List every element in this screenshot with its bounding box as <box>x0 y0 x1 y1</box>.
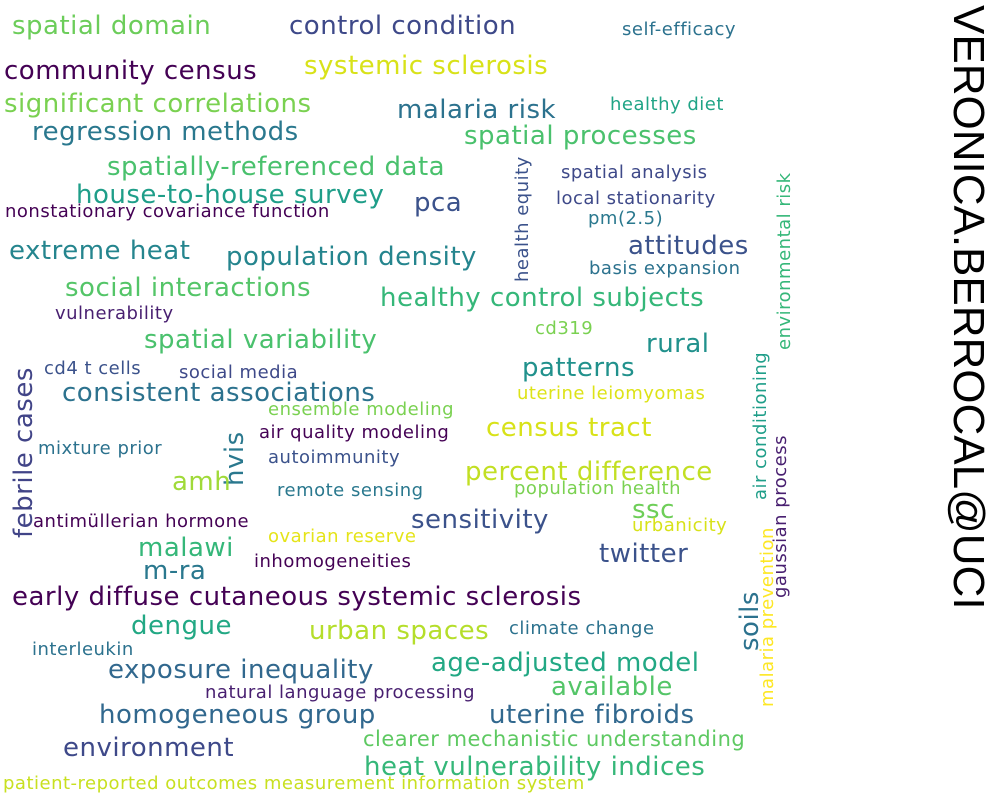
word-mixture-prior: mixture prior <box>38 438 163 459</box>
word-uterine-fibroids: uterine fibroids <box>489 700 695 730</box>
word-spatially-referenced-data: spatially-referenced data <box>107 152 446 182</box>
word-environment: environment <box>63 733 235 763</box>
word-population-health: population health <box>514 478 681 499</box>
word-available: available <box>551 672 673 702</box>
word-attitudes: attitudes <box>628 231 749 261</box>
word-remote-sensing: remote sensing <box>277 480 424 501</box>
word-census-tract: census tract <box>486 413 652 443</box>
word-air-quality-modeling: air quality modeling <box>259 422 450 443</box>
word-environmental-risk: environmental risk <box>774 172 795 350</box>
word-spatial-analysis: spatial analysis <box>561 162 708 183</box>
word-control-condition: control condition <box>289 11 517 41</box>
word-healthy-diet: healthy diet <box>610 94 724 115</box>
word-house-to-house-survey: house-to-house survey <box>76 180 385 210</box>
word-ensemble-modeling: ensemble modeling <box>268 399 455 420</box>
word-patterns: patterns <box>522 353 636 383</box>
word-air-conditioning: air conditioning <box>750 351 771 500</box>
word-rural: rural <box>646 329 710 359</box>
word-clearer-mechanistic-understanding: clearer mechanistic understanding <box>363 727 746 751</box>
word-interleukin: interleukin <box>32 639 134 660</box>
word-soils: soils <box>735 591 765 651</box>
word-dengue: dengue <box>131 611 232 641</box>
word-significant-correlations: significant correlations <box>4 89 312 119</box>
word-early-diffuse-cutaneous-systemic-sclerosis: early diffuse cutaneous systemic scleros… <box>12 582 582 612</box>
word-twitter: twitter <box>599 539 689 569</box>
word-malaria-risk: malaria risk <box>397 95 557 125</box>
word-antimullerian-hormone: antimüllerian hormone <box>33 511 250 532</box>
word-heat-vulnerability-indices: heat vulnerability indices <box>364 752 706 782</box>
word-climate-change: climate change <box>509 618 655 639</box>
word-inhomogeneities: inhomogeneities <box>254 551 412 572</box>
word-natural-language-processing: natural language processing <box>205 682 476 703</box>
word-homogeneous-group: homogeneous group <box>99 700 376 730</box>
word-pm25: pm(2.5) <box>588 208 664 229</box>
word-ovarian-reserve: ovarian reserve <box>268 526 417 547</box>
word-systemic-sclerosis: systemic sclerosis <box>304 51 549 81</box>
email-label: VERONICA.BERROCAL@UCI <box>944 5 993 610</box>
word-consistent-associations: consistent associations <box>62 378 376 408</box>
word-nonstationary-covariance-function: nonstationary covariance function <box>5 201 330 222</box>
word-autoimmunity: autoimmunity <box>268 447 401 468</box>
word-spatial-processes: spatial processes <box>464 121 697 151</box>
word-population-density: population density <box>226 242 477 272</box>
word-vulnerability: vulnerability <box>55 303 174 324</box>
word-exposure-inequality: exposure inequality <box>108 655 374 685</box>
word-community-census: community census <box>4 56 258 86</box>
word-cd319: cd319 <box>535 318 594 339</box>
word-uterine-leiomyomas: uterine leiomyomas <box>517 383 706 404</box>
word-basis-expansion: basis expansion <box>589 258 741 279</box>
word-urban-spaces: urban spaces <box>309 616 490 646</box>
word-ssc: ssc <box>632 495 675 525</box>
word-extreme-heat: extreme heat <box>9 236 191 266</box>
word-regression-methods: regression methods <box>32 117 299 147</box>
word-cloud: spatial domain control condition self-ef… <box>3 11 795 794</box>
word-spatial-variability: spatial variability <box>144 325 378 355</box>
word-spatial-domain: spatial domain <box>12 11 212 41</box>
word-cd4-t-cells: cd4 t cells <box>44 358 142 379</box>
word-local-stationarity: local stationarity <box>556 188 716 209</box>
word-sensitivity: sensitivity <box>411 505 549 535</box>
word-percent-difference: percent difference <box>465 457 713 487</box>
word-m-ra: m-ra <box>143 556 207 586</box>
word-amh: amh <box>172 467 232 497</box>
word-age-adjusted-model: age-adjusted model <box>431 648 700 678</box>
word-health-equity: health equity <box>512 156 533 282</box>
word-healthy-control-subjects: healthy control subjects <box>380 283 705 313</box>
word-malawi: malawi <box>138 533 234 563</box>
word-patient-reported-outcomes-measurement-information-system: patient-reported outcomes measurement in… <box>3 773 585 794</box>
word-social-media: social media <box>179 362 299 383</box>
word-urbanicity: urbanicity <box>632 515 728 536</box>
word-self-efficacy: self-efficacy <box>622 19 737 40</box>
word-social-interactions: social interactions <box>65 273 312 303</box>
word-pca: pca <box>414 188 463 218</box>
